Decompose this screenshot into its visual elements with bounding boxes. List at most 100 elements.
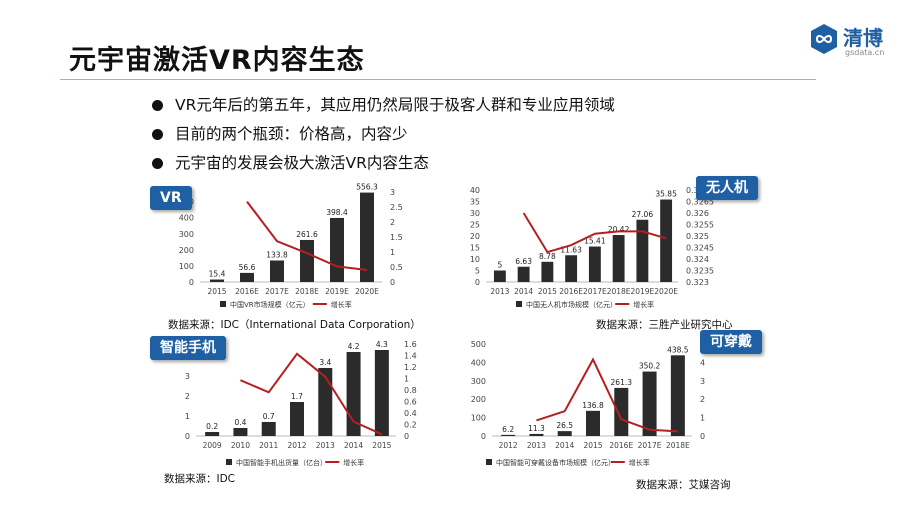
infinity-cloud-icon bbox=[811, 24, 837, 54]
x-tick-label: 2015 bbox=[583, 441, 602, 450]
page-title: 元宇宙激活VR内容生态 bbox=[69, 45, 365, 76]
y2-tick-label: 0.8 bbox=[404, 386, 417, 395]
bar-value-label: 0.7 bbox=[263, 412, 275, 421]
legend-bar-label: 中国智能手机出货量（亿台） bbox=[236, 458, 327, 467]
bar bbox=[233, 428, 248, 436]
y2-tick-label: 1.5 bbox=[390, 233, 403, 242]
bar bbox=[205, 432, 220, 436]
bar-value-label: 6.63 bbox=[515, 257, 532, 266]
x-tick-label: 2018E bbox=[666, 441, 690, 450]
wear-source: 数据来源：艾媒咨询 bbox=[636, 479, 731, 491]
legend-line-label: 增长率 bbox=[633, 300, 654, 309]
y2-tick-label: 2.5 bbox=[390, 203, 403, 212]
growth-rate-line bbox=[536, 357, 678, 433]
x-tick-label: 2014 bbox=[344, 441, 363, 450]
y2-tick-label: 0.3235 bbox=[686, 267, 714, 276]
y-tick-label: 0 bbox=[475, 278, 480, 287]
x-tick-label: 2017E bbox=[583, 287, 607, 296]
bar-value-label: 1.7 bbox=[291, 392, 303, 401]
x-tick-label: 2012 bbox=[287, 441, 306, 450]
y-tick-label: 20 bbox=[470, 232, 480, 241]
x-tick-label: 2013 bbox=[316, 441, 335, 450]
bar-value-label: 6.2 bbox=[502, 425, 514, 434]
bar bbox=[240, 272, 254, 282]
y2-tick-label: 1.6 bbox=[404, 340, 417, 349]
y-tick-label: 25 bbox=[470, 221, 480, 230]
x-tick-label: 2018E bbox=[295, 287, 319, 296]
y2-tick-label: 0.6 bbox=[404, 398, 417, 407]
bar bbox=[670, 355, 685, 436]
bar bbox=[318, 368, 333, 436]
vr-chart-panel: 010020030040050000.511.522.5315.4201556.… bbox=[150, 182, 430, 332]
y2-tick-label: 1.2 bbox=[404, 363, 417, 372]
y-tick-label: 1 bbox=[185, 412, 190, 421]
x-tick-label: 2015 bbox=[207, 287, 226, 296]
legend-bar-label: 中国智能可穿戴设备市场规模（亿元） bbox=[496, 458, 615, 467]
y-tick-label: 100 bbox=[471, 414, 486, 423]
y-tick-label: 400 bbox=[471, 358, 486, 367]
y2-tick-label: 3 bbox=[700, 377, 705, 386]
x-tick-label: 2016E bbox=[609, 441, 633, 450]
x-tick-label: 2020E bbox=[654, 287, 678, 296]
bar bbox=[614, 387, 629, 436]
bar bbox=[660, 199, 673, 282]
phone-chart: 0123400.20.40.60.811.21.41.60.220090.420… bbox=[185, 340, 417, 467]
bar-value-label: 11.63 bbox=[560, 245, 582, 254]
y2-tick-label: 0 bbox=[390, 278, 395, 287]
vr-chart: 010020030040050000.511.522.5315.4201556.… bbox=[179, 183, 403, 309]
bar bbox=[501, 434, 516, 436]
x-tick-label: 2011 bbox=[259, 441, 278, 450]
bar-value-label: 20.42 bbox=[608, 225, 630, 234]
x-tick-label: 2015 bbox=[372, 441, 391, 450]
bar-value-label: 35.85 bbox=[655, 190, 677, 199]
brand-logo: 清博 gsdata.cn bbox=[807, 20, 887, 66]
y2-tick-label: 3 bbox=[390, 188, 395, 197]
legend-bar-swatch bbox=[220, 301, 226, 307]
bar-value-label: 56.6 bbox=[239, 263, 256, 272]
phone-source: 数据来源：IDC bbox=[164, 473, 236, 485]
bar-value-label: 15.4 bbox=[209, 270, 226, 279]
drone-badge: 无人机 bbox=[696, 176, 758, 200]
bar-value-label: 27.06 bbox=[632, 210, 654, 219]
bullet-item: 目前的两个瓶颈：价格高，内容少 bbox=[152, 123, 615, 152]
bullet-text: 元宇宙的发展会极大激活VR内容生态 bbox=[175, 154, 429, 172]
growth-rate-line bbox=[522, 212, 667, 254]
bar bbox=[642, 371, 657, 436]
bar-value-label: 5 bbox=[497, 261, 502, 270]
bar-value-label: 398.4 bbox=[326, 208, 348, 217]
y2-tick-label: 2 bbox=[390, 218, 395, 227]
bar-value-label: 8.78 bbox=[539, 252, 556, 261]
bar-value-label: 261.3 bbox=[611, 378, 633, 387]
bar-value-label: 26.5 bbox=[556, 421, 573, 430]
vr-source: 数据来源：IDC（International Data Corporation） bbox=[168, 319, 421, 331]
bar bbox=[588, 246, 601, 282]
y2-tick-label: 0 bbox=[700, 432, 705, 441]
bar bbox=[586, 410, 600, 436]
y-tick-label: 0 bbox=[189, 278, 194, 287]
bar bbox=[517, 266, 530, 282]
y-tick-label: 100 bbox=[179, 262, 194, 271]
y2-tick-label: 0.5 bbox=[390, 263, 403, 272]
bar-value-label: 350.2 bbox=[639, 362, 661, 371]
y2-tick-label: 0.3265 bbox=[686, 198, 714, 207]
y2-tick-label: 0.324 bbox=[686, 255, 709, 264]
bar bbox=[290, 402, 304, 436]
bar-value-label: 133.8 bbox=[266, 250, 288, 259]
wear-badge: 可穿戴 bbox=[700, 330, 762, 354]
legend-bar-label: 中国无人机市场规模（亿元） bbox=[526, 300, 617, 309]
brand-name: 清博 bbox=[843, 26, 883, 50]
x-tick-label: 2019E bbox=[630, 287, 654, 296]
y-tick-label: 0 bbox=[481, 432, 486, 441]
bar-value-label: 556.3 bbox=[356, 183, 378, 192]
bar-value-label: 4.3 bbox=[376, 340, 388, 349]
legend-line-label: 增长率 bbox=[331, 300, 352, 309]
y-tick-label: 15 bbox=[470, 244, 480, 253]
bar-value-label: 438.5 bbox=[667, 345, 689, 354]
y2-tick-label: 0.325 bbox=[686, 232, 709, 241]
bar bbox=[300, 239, 314, 282]
legend-bar-swatch bbox=[226, 459, 232, 465]
drone-chart-panel: 0 5 10 15 20 25 30 35 40 0.323 0.3235 0.324 0.3245 0.… bbox=[448, 176, 760, 332]
y-tick-label: 2 bbox=[185, 392, 190, 401]
bullet-dot bbox=[152, 158, 163, 169]
y-tick-label: 400 bbox=[179, 214, 194, 223]
